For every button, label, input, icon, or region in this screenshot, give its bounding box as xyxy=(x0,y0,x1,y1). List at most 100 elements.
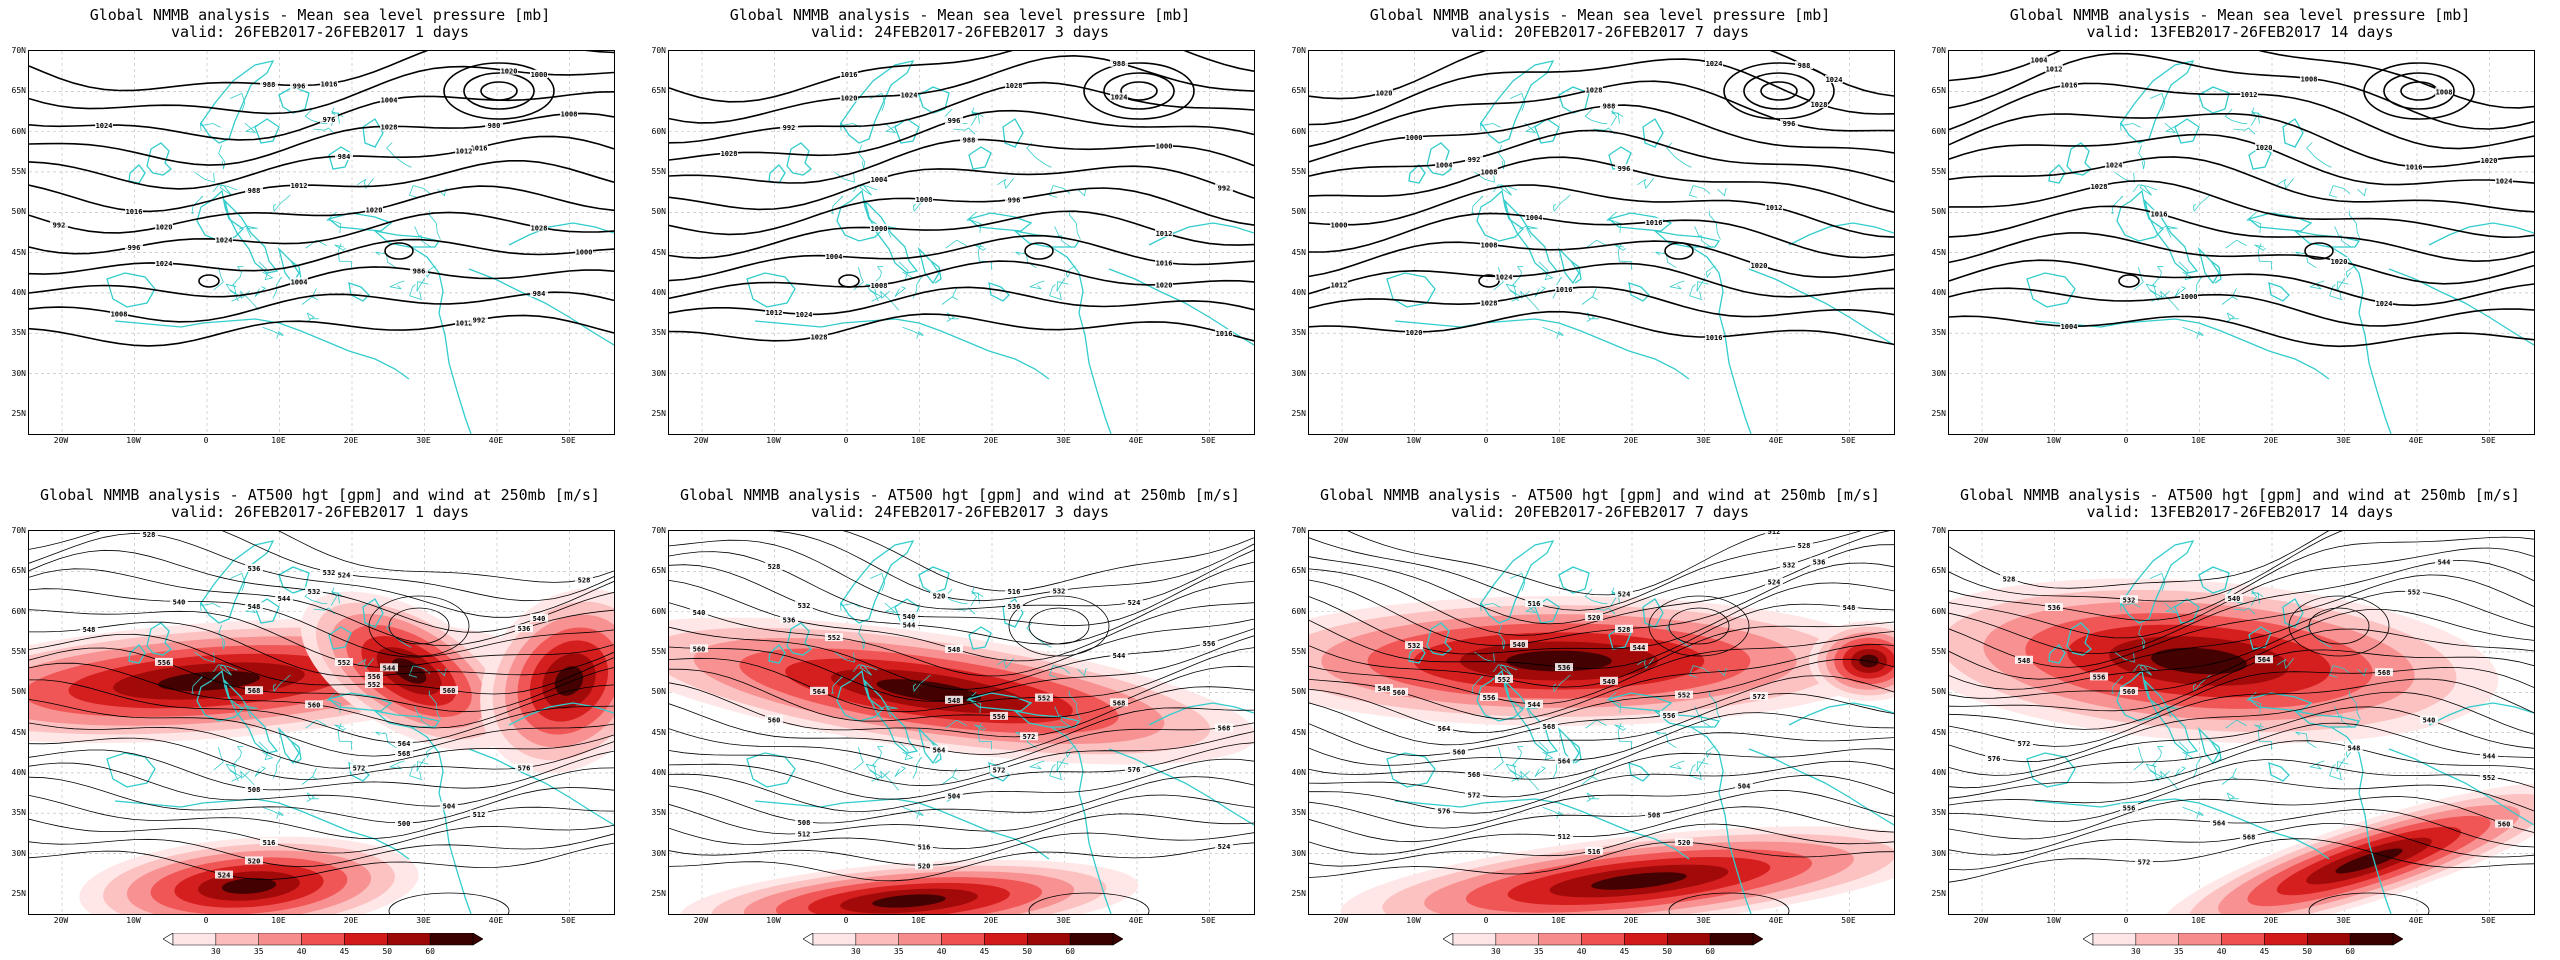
border-segment xyxy=(1637,178,1655,189)
latitude-label: 60N xyxy=(11,126,26,136)
contour-label-bg xyxy=(50,220,68,229)
colorbar-swatch xyxy=(812,932,857,946)
colorbar-tick-label: 60 xyxy=(2345,947,2355,956)
wind-speed-colorbar: 30 35 40 45 50 60 xyxy=(162,932,484,956)
longitude-label: 40E xyxy=(2408,916,2424,925)
border-segment xyxy=(219,664,232,676)
longitude-label: 30E xyxy=(2336,916,2351,925)
contour-line xyxy=(1309,603,1894,669)
latitude-label: 60N xyxy=(651,126,666,136)
mslp-panel: Global NMMB analysis - Mean sea level pr… xyxy=(0,0,640,480)
closed-contour xyxy=(1760,81,1798,101)
isobar-contours: 9809889929961000100410081012101610201024… xyxy=(669,51,1254,342)
contour-line xyxy=(1949,179,2534,239)
contour-line xyxy=(669,731,1254,787)
coastlines xyxy=(1386,60,1894,434)
longitude-label: 0 xyxy=(203,436,209,445)
latitude-label: 50N xyxy=(11,687,26,697)
contour-label: 556 xyxy=(2093,673,2106,681)
border-segment xyxy=(2328,665,2351,678)
contour-line xyxy=(1309,789,1894,843)
border-segment xyxy=(2139,184,2152,196)
contour-label: 532 xyxy=(308,588,321,596)
border-segment xyxy=(1586,792,1599,802)
colorbar-tick-label: 30 xyxy=(2131,947,2141,956)
latitude-label: 35N xyxy=(651,808,666,818)
longitude-label: 0 xyxy=(843,916,849,925)
border-segment xyxy=(1049,764,1062,781)
contour-label-bg xyxy=(575,247,593,256)
contour-label: 1020 xyxy=(2331,258,2348,266)
contour-label-bg xyxy=(245,856,263,865)
border-segment xyxy=(2308,280,2325,290)
border-segment xyxy=(1655,731,1677,749)
border-segment xyxy=(1538,741,1554,761)
contour-line xyxy=(1949,287,2534,327)
border-segment xyxy=(1581,768,1598,785)
coastline-segment xyxy=(1628,282,1650,302)
border-segment xyxy=(871,746,884,767)
coastline-segment xyxy=(930,260,942,284)
latitude-label: 60N xyxy=(1931,126,1946,136)
wind-shade-band xyxy=(221,878,277,894)
latitude-label: 50N xyxy=(651,687,666,697)
border-segment xyxy=(301,768,318,785)
contour-label: 508 xyxy=(798,819,811,827)
latitude-label: 55N xyxy=(1291,166,1306,176)
latitude-label: 55N xyxy=(1931,646,1946,656)
border-segment xyxy=(2225,720,2247,729)
contour-label-bg xyxy=(305,700,323,709)
longitude-label: 30E xyxy=(1696,916,1711,925)
border-segment xyxy=(1688,185,1711,198)
mslp-panel: Global NMMB analysis - Mean sea level pr… xyxy=(1280,0,1920,480)
contour-line xyxy=(1309,184,1894,238)
border-segment xyxy=(1518,225,1538,238)
contour-line xyxy=(1309,806,1894,855)
coastline-segment xyxy=(2143,198,2199,274)
coastline-segment xyxy=(2197,246,2220,285)
coastline-segment xyxy=(508,222,614,246)
contour-label: 556 xyxy=(158,659,171,667)
contour-label: 516 xyxy=(263,839,276,847)
coastline-segment xyxy=(254,118,280,144)
contour-label-bg xyxy=(1600,676,1618,685)
contour-label-bg xyxy=(1110,650,1128,659)
border-segment xyxy=(416,757,429,772)
contour-label: 548 xyxy=(83,626,96,634)
closed-contour xyxy=(1478,274,1500,288)
closed-contour xyxy=(1008,595,1110,657)
border-segment xyxy=(272,757,283,779)
border-segment xyxy=(871,266,884,287)
contour-label-bg xyxy=(1405,641,1423,650)
longitude-label: 40E xyxy=(1128,436,1144,445)
contour-label-bg xyxy=(305,586,323,595)
border-segment xyxy=(2119,122,2141,132)
contour-label-bg xyxy=(945,791,963,800)
contour-label: 528 xyxy=(578,577,591,585)
border-segment xyxy=(869,572,886,592)
border-segment xyxy=(2164,602,2178,613)
border-segment xyxy=(2226,312,2239,322)
latitude-label: 30N xyxy=(11,848,26,858)
contour-label-bg xyxy=(1465,790,1483,799)
wind-shade-band xyxy=(157,671,261,691)
contour-label-bg xyxy=(365,205,383,214)
contour-label-bg xyxy=(155,657,173,666)
closed-contour xyxy=(1103,72,1175,110)
colorbar-swatch xyxy=(1538,932,1582,946)
coastline-segment xyxy=(128,644,146,664)
contour-label-bg xyxy=(1705,58,1723,67)
contour-label: 1004 xyxy=(381,97,398,105)
colorbar-tick-label: 35 xyxy=(893,947,904,956)
border-segment xyxy=(1068,210,1081,240)
coastline-segment xyxy=(290,740,302,764)
coastline-segment xyxy=(918,86,950,114)
border-segment xyxy=(2164,122,2178,133)
contour-line xyxy=(1949,740,2534,799)
coastline-segment xyxy=(1534,598,1560,624)
contour-label-bg xyxy=(2435,87,2453,96)
coastline-segment xyxy=(106,752,156,788)
contour-label-bg xyxy=(1600,101,1618,110)
latitude-label: 70N xyxy=(1291,46,1306,55)
contour-label-bg xyxy=(215,870,233,879)
